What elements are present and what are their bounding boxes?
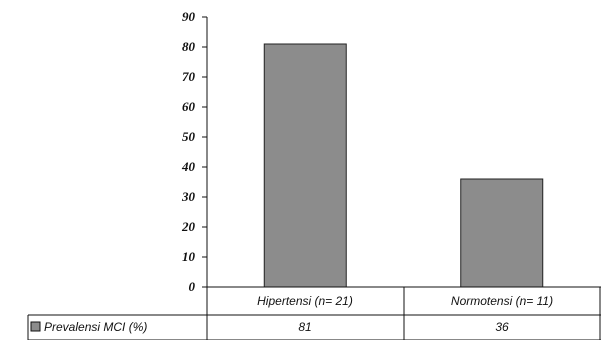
table-value-normotensi: 36 [495, 320, 509, 334]
y-axis: 0 10 20 30 40 50 60 70 80 90 [181, 9, 208, 294]
y-tick-label: 20 [181, 219, 196, 234]
y-tick-label: 50 [182, 129, 196, 144]
y-tick-label: 90 [182, 9, 196, 24]
bar-normotensi [460, 178, 544, 288]
y-tick-label: 60 [182, 99, 196, 114]
legend-swatch [30, 321, 41, 332]
bars [263, 43, 544, 288]
bar-hipertensi [263, 43, 347, 288]
y-tick-label: 0 [189, 279, 196, 294]
y-tick-label: 40 [181, 159, 196, 174]
y-tick-label: 80 [182, 39, 196, 54]
legend-series-label: Prevalensi MCI (%) [44, 320, 147, 334]
y-tick-label: 30 [181, 189, 196, 204]
y-tick-label: 10 [182, 249, 196, 264]
category-label-normotensi: Normotensi (n= 11) [451, 294, 553, 308]
category-label-hipertensi: Hipertensi (n= 21) [257, 294, 353, 308]
table-value-hipertensi: 81 [298, 320, 311, 334]
data-table: Prevalensi MCI (%) Hipertensi (n= 21) No… [27, 286, 601, 340]
y-tick-label: 70 [182, 69, 196, 84]
